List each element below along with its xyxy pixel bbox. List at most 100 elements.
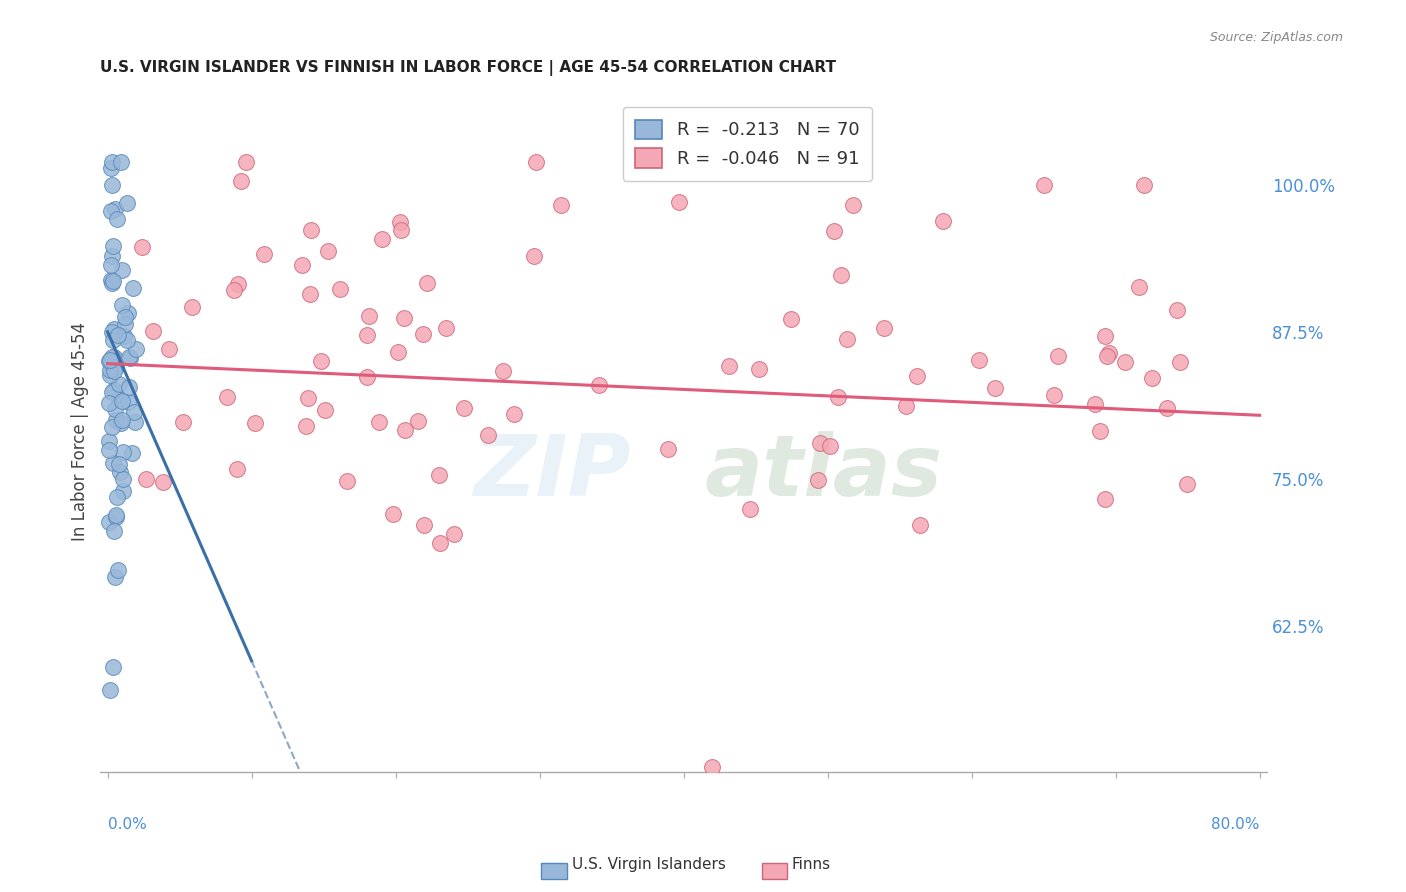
Point	[101, 154, 124, 169]
Point	[217, 390, 239, 404]
Point	[111, 445, 134, 459]
Text: 80.0%: 80.0%	[1212, 817, 1260, 832]
Point	[842, 197, 865, 211]
Point	[823, 224, 845, 238]
Point	[657, 442, 679, 457]
Point	[588, 378, 610, 392]
Point	[357, 309, 380, 323]
Text: ZIP: ZIP	[474, 431, 631, 514]
Point	[412, 517, 434, 532]
Point	[905, 369, 928, 384]
Point	[381, 507, 404, 521]
Point	[107, 392, 129, 406]
Point	[122, 404, 145, 418]
Point	[910, 517, 932, 532]
Text: atlas: atlas	[704, 431, 942, 514]
Point	[294, 419, 316, 434]
Point	[104, 570, 127, 584]
Legend: R =  -0.213   N = 70, R =  -0.046   N = 91: R = -0.213 N = 70, R = -0.046 N = 91	[623, 107, 872, 181]
Point	[110, 154, 132, 169]
Point	[718, 359, 741, 373]
Point	[111, 298, 134, 312]
Point	[1088, 425, 1111, 439]
Point	[668, 195, 690, 210]
Point	[522, 248, 544, 262]
Point	[114, 310, 136, 324]
Point	[100, 683, 122, 698]
Point	[408, 414, 430, 428]
Point	[394, 311, 416, 326]
Point	[121, 445, 143, 459]
Point	[105, 211, 128, 226]
Point	[172, 415, 194, 429]
Point	[524, 154, 547, 169]
Point	[967, 353, 990, 368]
Point	[1046, 349, 1069, 363]
Point	[297, 392, 319, 406]
Point	[117, 394, 139, 409]
Point	[104, 413, 127, 427]
Point	[253, 247, 276, 261]
Point	[702, 759, 724, 773]
Text: Source: ZipAtlas.com: Source: ZipAtlas.com	[1209, 31, 1343, 45]
Point	[105, 509, 128, 524]
Point	[222, 283, 245, 297]
Point	[101, 239, 124, 253]
Point	[429, 536, 451, 550]
Point	[108, 458, 131, 472]
Point	[111, 263, 134, 277]
Point	[309, 354, 332, 368]
Point	[1156, 401, 1178, 416]
Point	[103, 524, 125, 538]
Point	[436, 321, 458, 335]
Point	[314, 403, 336, 417]
Point	[101, 350, 124, 364]
Point	[101, 420, 124, 434]
Point	[124, 415, 146, 429]
Point	[112, 472, 135, 486]
Point	[235, 154, 257, 169]
Point	[388, 214, 411, 228]
Point	[117, 306, 139, 320]
Point	[780, 311, 803, 326]
Text: U.S. VIRGIN ISLANDER VS FINNISH IN LABOR FORCE | AGE 45-54 CORRELATION CHART: U.S. VIRGIN ISLANDER VS FINNISH IN LABOR…	[100, 60, 837, 76]
Point	[291, 258, 314, 272]
Point	[103, 364, 125, 378]
Point	[394, 423, 416, 437]
Point	[827, 390, 849, 404]
Point	[118, 380, 141, 394]
Point	[110, 416, 132, 430]
Point	[1166, 303, 1188, 318]
Point	[1032, 178, 1054, 192]
Point	[1114, 355, 1136, 369]
Point	[502, 407, 524, 421]
Point	[808, 435, 831, 450]
Point	[118, 350, 141, 364]
Point	[114, 318, 136, 332]
Point	[1175, 477, 1198, 491]
Point	[101, 248, 124, 262]
Point	[131, 240, 153, 254]
Point	[112, 328, 135, 343]
Point	[101, 178, 124, 192]
Point	[98, 434, 121, 449]
Point	[100, 203, 122, 218]
Point	[1042, 388, 1064, 402]
Point	[1095, 349, 1118, 363]
Text: U.S. Virgin Islanders: U.S. Virgin Islanders	[572, 857, 725, 872]
Point	[226, 461, 249, 475]
Point	[491, 363, 513, 377]
Point	[329, 282, 352, 296]
Point	[100, 368, 122, 382]
Point	[1083, 397, 1105, 411]
Point	[105, 490, 128, 504]
Point	[336, 474, 359, 488]
Point	[835, 332, 858, 346]
Point	[427, 467, 450, 482]
Point	[231, 174, 253, 188]
Point	[984, 381, 1007, 395]
Point	[1133, 178, 1156, 192]
Point	[157, 342, 180, 356]
Point	[550, 197, 572, 211]
Point	[367, 416, 389, 430]
